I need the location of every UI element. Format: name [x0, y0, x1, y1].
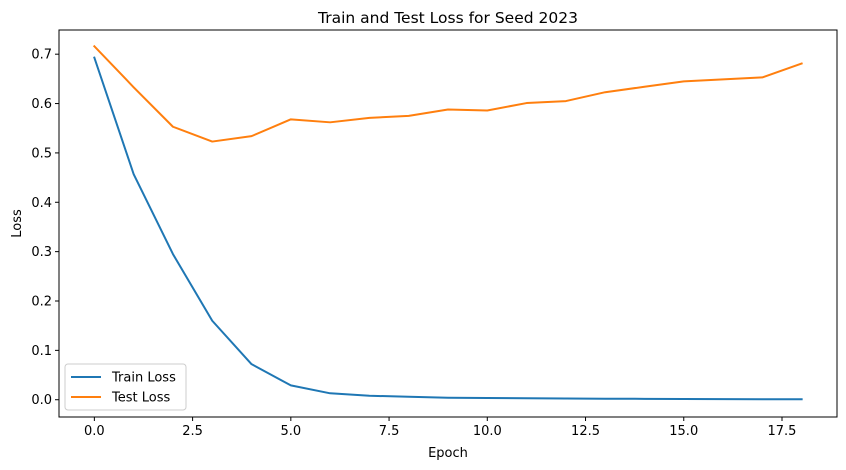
legend: Train Loss Test Loss: [64, 363, 187, 411]
y-tick-label: 0.1: [31, 344, 52, 359]
plot-frame: [58, 29, 838, 418]
series-line-test-loss: [92, 44, 803, 143]
legend-test-label: Test Loss: [111, 391, 170, 406]
y-tick-label: 0.6: [31, 97, 52, 112]
y-tick-label: 0.0: [31, 393, 52, 408]
y-tick-label: 0.7: [31, 48, 52, 63]
y-axis-label: Loss: [10, 209, 25, 238]
x-tick-label: 12.5: [571, 424, 600, 439]
y-axis-ticks: 0.0 0.1 0.2 0.3 0.4 0.5 0.6 0.7: [31, 48, 59, 408]
chart-title: Train and Test Loss for Seed 2023: [317, 9, 578, 27]
x-axis-ticks: 0.0 2.5 5.0 7.5 10.0 12.5 15.0 17.5: [84, 417, 796, 439]
y-tick-label: 0.3: [31, 245, 52, 260]
x-tick-label: 10.0: [473, 424, 502, 439]
x-tick-label: 0.0: [84, 424, 105, 439]
y-tick-label: 0.5: [31, 146, 52, 161]
x-tick-label: 2.5: [182, 424, 203, 439]
x-tick-label: 7.5: [379, 424, 400, 439]
x-tick-label: 17.5: [768, 424, 797, 439]
plot-lines: [92, 44, 803, 401]
x-tick-label: 5.0: [280, 424, 301, 439]
legend-box: [64, 363, 187, 411]
y-tick-label: 0.2: [31, 294, 52, 309]
series-line-train-loss: [93, 56, 803, 401]
x-tick-label: 15.0: [669, 424, 698, 439]
y-tick-label: 0.4: [31, 196, 52, 211]
legend-train-label: Train Loss: [111, 371, 176, 386]
x-axis-label: Epoch: [428, 446, 468, 461]
